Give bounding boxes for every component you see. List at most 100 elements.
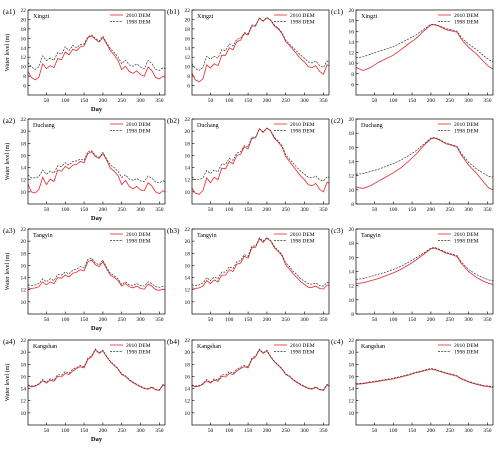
y-tick-label: 8	[351, 312, 354, 318]
plot-frame	[27, 9, 166, 96]
x-tick-label: 50	[44, 207, 50, 213]
y-tick-label: 16	[185, 263, 191, 269]
x-tick-label: 250	[118, 428, 127, 434]
legend-label: 2010 DEM	[126, 13, 151, 19]
y-tick-label: 22	[349, 338, 355, 344]
x-tick-label: 300	[464, 98, 473, 104]
x-tick-label: 200	[427, 207, 436, 213]
plot-frame	[355, 228, 494, 315]
x-tick-label: 200	[99, 207, 108, 213]
panel-label: (a4)	[3, 337, 16, 346]
x-tick-label: 300	[300, 317, 309, 323]
y-tick-label: 16	[349, 145, 355, 151]
y-tick-label: 14	[185, 46, 191, 52]
x-tick-label: 300	[464, 428, 473, 434]
station-name: Duchang	[197, 123, 219, 129]
x-tick-label: 350	[155, 98, 164, 104]
y-tick-label: 14	[185, 387, 191, 393]
series-line-dem1998	[355, 137, 494, 178]
y-tick-label: 14	[185, 276, 191, 282]
y-tick-label: 14	[349, 270, 355, 276]
x-tick-label: 200	[427, 317, 436, 323]
y-tick-label: 14	[349, 40, 355, 46]
plot-frame	[355, 118, 494, 205]
x-tick-label: 100	[225, 317, 234, 323]
y-tick-label: 18	[21, 141, 27, 147]
y-tick-label: 12	[185, 288, 191, 294]
y-tick-label: 20	[185, 239, 191, 245]
legend-label: 1998 DEM	[126, 239, 151, 245]
y-tick-label: 10	[185, 190, 191, 196]
legend-label: 2010 DEM	[290, 343, 315, 349]
y-tick-label: 10	[21, 411, 27, 417]
y-tick-label: 18	[349, 131, 355, 137]
y-tick-label: 12	[349, 174, 355, 180]
y-tick-label: 18	[349, 19, 355, 25]
series-line-dem1998	[355, 23, 494, 62]
panel-a3: 10 12 14 16 18 20 22 50 100 150 200 250 300 350 (a3) Ta…	[3, 226, 166, 332]
x-tick-label: 50	[372, 317, 378, 323]
y-tick-label: 16	[21, 36, 27, 42]
x-tick-label: 200	[263, 207, 272, 213]
series-line-dem2010	[355, 137, 494, 191]
x-tick-label: 300	[464, 207, 473, 213]
legend-label: 1998 DEM	[290, 239, 315, 245]
x-tick-label: 150	[244, 98, 253, 104]
y-axis-label: Water level (m)	[4, 364, 11, 402]
x-tick-label: 100	[389, 317, 398, 323]
x-tick-label: 300	[464, 317, 473, 323]
y-tick-label: 16	[185, 36, 191, 42]
y-tick-label: 22	[185, 8, 191, 14]
legend-label: 1998 DEM	[290, 20, 315, 26]
x-tick-label: 200	[427, 428, 436, 434]
y-tick-label: 22	[21, 227, 27, 233]
x-tick-label: 350	[483, 317, 492, 323]
y-tick-label: 20	[349, 227, 355, 233]
panel-label: (a3)	[3, 226, 16, 235]
x-tick-label: 250	[446, 98, 455, 104]
x-tick-label: 200	[263, 317, 272, 323]
y-tick-label: 18	[349, 241, 355, 247]
y-tick-label: 20	[185, 17, 191, 23]
x-tick-label: 150	[408, 207, 417, 213]
series-line-dem2010	[355, 368, 494, 388]
legend-label: 1998 DEM	[126, 350, 151, 356]
y-tick-label: 22	[21, 8, 27, 14]
legend-label: 2010 DEM	[290, 13, 315, 19]
x-tick-label: 50	[372, 207, 378, 213]
y-tick-label: 12	[349, 284, 355, 290]
x-tick-label: 300	[300, 207, 309, 213]
x-tick-label: 250	[282, 317, 291, 323]
y-tick-label: 20	[185, 129, 191, 135]
x-tick-label: 50	[44, 428, 50, 434]
y-tick-label: 8	[351, 202, 354, 208]
y-tick-label: 16	[349, 29, 355, 35]
panel-label: (c2)	[331, 116, 344, 125]
station-name: Tangyin	[197, 233, 217, 239]
series-line-dem1998	[355, 247, 494, 282]
y-tick-label: 6	[187, 84, 190, 90]
y-axis-label: Water level (m)	[4, 253, 11, 291]
x-tick-label: 350	[319, 428, 328, 434]
x-tick-label: 250	[282, 98, 291, 104]
series-line-dem2010	[191, 127, 330, 195]
x-axis-label: Day	[91, 215, 103, 222]
station-name: Xingzi	[197, 14, 214, 20]
panel-label: (c4)	[331, 337, 344, 346]
legend-label: 1998 DEM	[290, 350, 315, 356]
panel-a2: 10 12 14 16 18 20 22 50 100 150 200 250 300 350 (a2) Du…	[3, 116, 166, 222]
series-line-dem1998	[191, 348, 330, 391]
y-tick-label: 14	[21, 166, 27, 172]
x-tick-label: 350	[319, 317, 328, 323]
y-tick-label: 16	[349, 374, 355, 380]
y-tick-label: 22	[185, 227, 191, 233]
x-tick-label: 200	[99, 428, 108, 434]
x-tick-label: 250	[118, 207, 127, 213]
y-tick-label: 18	[21, 362, 27, 368]
legend-label: 2010 DEM	[290, 232, 315, 238]
x-tick-label: 50	[208, 98, 214, 104]
x-tick-label: 250	[118, 317, 127, 323]
panel-b2: 10 12 14 16 18 20 22 50 100 150 200 250 300 350 (b2) Du…	[167, 116, 330, 213]
y-axis-label: Water level (m)	[4, 143, 11, 181]
x-tick-label: 150	[244, 207, 253, 213]
